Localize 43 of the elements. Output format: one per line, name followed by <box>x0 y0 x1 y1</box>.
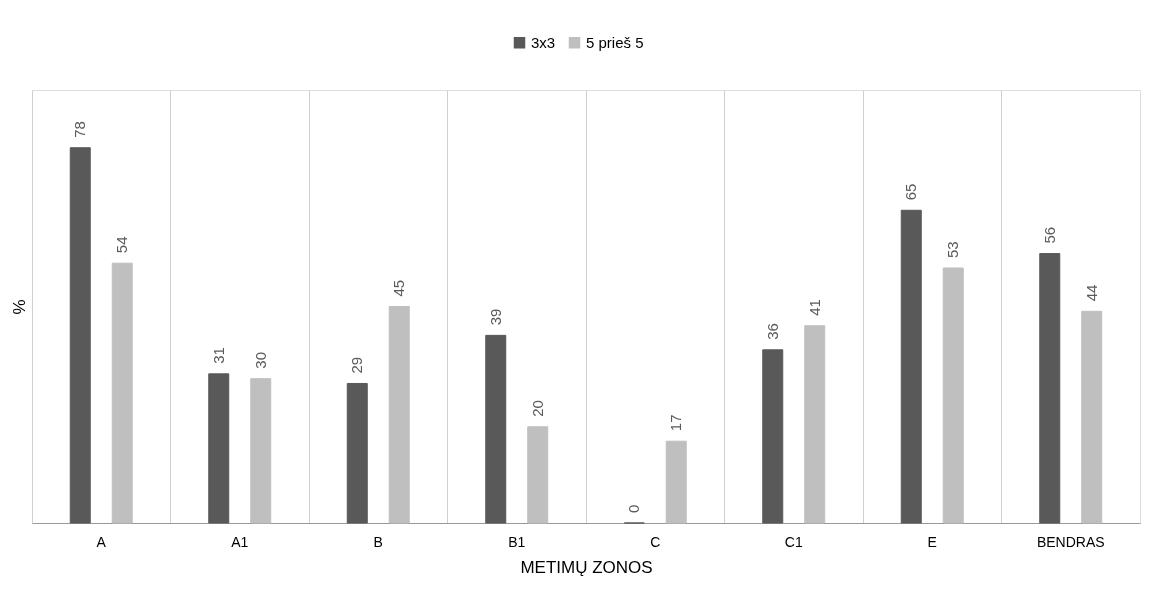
bar <box>942 267 964 524</box>
data-label: 54 <box>113 236 131 254</box>
data-label: 36 <box>763 323 781 340</box>
bar <box>388 306 410 524</box>
bar <box>804 325 826 524</box>
data-label: 39 <box>486 308 504 326</box>
data-label: 65 <box>902 183 920 201</box>
data-label: 20 <box>528 400 546 417</box>
x-axis-title: METIMŲ ZONOS <box>520 557 653 577</box>
legend-label: 5 prieš 5 <box>586 33 644 51</box>
x-tick-label: C <box>650 533 661 550</box>
data-label: 29 <box>348 356 366 374</box>
bar <box>485 334 507 524</box>
bar <box>1081 310 1103 524</box>
bar <box>250 378 272 524</box>
data-label: 44 <box>1082 284 1100 302</box>
data-label: 17 <box>667 414 685 432</box>
data-label: 56 <box>1040 226 1058 244</box>
data-label: 78 <box>71 121 89 138</box>
data-label: 30 <box>251 351 269 369</box>
bar <box>111 262 133 524</box>
x-tick-label: A1 <box>231 533 249 550</box>
bar <box>527 426 549 524</box>
data-label: 45 <box>390 279 408 297</box>
bar <box>665 440 687 524</box>
bar <box>900 209 922 524</box>
x-tick-label: BENDRAS <box>1036 533 1105 550</box>
x-tick-label: A <box>96 533 107 550</box>
data-label: 31 <box>209 347 227 364</box>
data-label: 41 <box>805 299 823 316</box>
x-tick-label: B <box>373 533 383 550</box>
bar <box>208 373 230 524</box>
legend-label: 3x3 <box>531 33 556 51</box>
bar <box>1039 253 1061 524</box>
bar <box>762 349 784 524</box>
x-tick-label: B1 <box>508 533 526 550</box>
data-label: 53 <box>944 241 962 259</box>
bar <box>69 147 91 524</box>
x-tick-label: E <box>927 533 937 550</box>
x-tick-label: C1 <box>784 533 803 550</box>
bar <box>346 382 368 524</box>
y-axis-title: % <box>9 299 29 315</box>
data-label: 0 <box>625 504 643 513</box>
